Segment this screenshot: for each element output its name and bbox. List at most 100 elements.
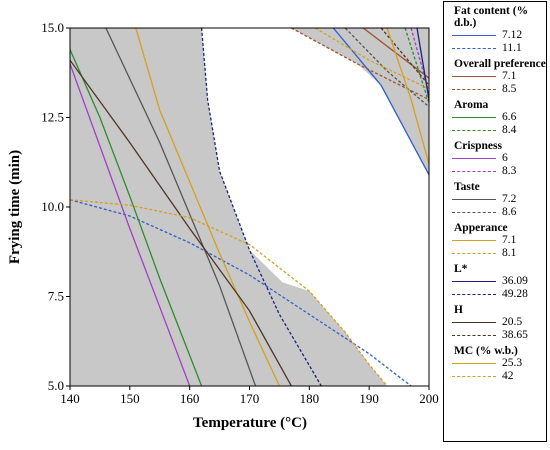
legend-group-title: Crispness — [454, 140, 502, 152]
legend-swatch — [452, 240, 496, 241]
legend-label: 7.2 — [502, 193, 517, 205]
y-tick-label: 7.5 — [48, 289, 64, 304]
legend-group-title: Aroma — [454, 99, 489, 111]
legend-label: 36.09 — [502, 275, 528, 287]
y-tick-label: 5.0 — [48, 378, 64, 393]
legend-group-title: Overall preference — [454, 58, 546, 70]
contour-chart: 140 150 160 170 180 190 2005.07.510.012.515.0 … — [7, 20, 439, 431]
legend-entry-fat-content-d-b-11-1: 11.1 — [452, 42, 546, 55]
y-axis-title: Frying time (min) — [7, 150, 23, 264]
legend-group-aroma: Aroma 6.6 8.4 — [444, 96, 546, 137]
legend-entry-apperance-7-1: 7.1 — [452, 234, 546, 247]
legend-swatch — [452, 335, 496, 336]
series-line-l-36-09 — [416, 28, 429, 100]
legend-swatch — [452, 363, 496, 364]
legend-swatch — [452, 171, 496, 172]
legend-entry-mc-w-b-42: 42 — [452, 370, 546, 383]
legend-label: 8.1 — [502, 247, 517, 259]
legend-group-mc-w-b: MC (% w.b.) 25.3 42 — [444, 342, 546, 383]
legend-entry-l-49-28: 49.28 — [452, 288, 546, 301]
legend-group-title: H — [454, 304, 463, 316]
legend-group-h: H 20.5 38.65 — [444, 301, 546, 342]
series-line-aroma-8-4 — [404, 28, 429, 104]
legend-swatch — [452, 376, 496, 377]
legend-entry-l-36-09: 36.09 — [452, 275, 546, 288]
legend-group-title: Fat content (% d.b.) — [454, 5, 529, 29]
x-tick-label: 190 — [359, 391, 379, 406]
legend-label: 8.5 — [502, 83, 517, 95]
legend-swatch — [452, 199, 496, 200]
legend-entry-apperance-8-1: 8.1 — [452, 247, 546, 260]
legend-swatch — [452, 117, 496, 118]
x-tick-label: 200 — [419, 391, 439, 406]
legend-entry-mc-w-b-25-3: 25.3 — [452, 357, 546, 370]
legend-label: 7.1 — [502, 234, 517, 246]
legend-group-crispness: Crispness 6 8.3 — [444, 137, 546, 178]
legend-swatch — [452, 322, 496, 323]
legend-label: 42 — [502, 370, 514, 382]
legend-label: 6 — [502, 152, 508, 164]
legend-swatch — [452, 48, 496, 49]
legend-entry-h-38-65: 38.65 — [452, 329, 546, 342]
legend-entry-h-20-5: 20.5 — [452, 316, 546, 329]
legend-group-title: Taste — [454, 181, 480, 193]
x-tick-label: 170 — [240, 391, 260, 406]
series-line-taste-8-6 — [344, 28, 429, 108]
y-tick-label: 10.0 — [41, 199, 64, 214]
legend-entry-aroma-8-4: 8.4 — [452, 124, 546, 137]
legend-swatch — [452, 281, 496, 282]
legend-swatch — [452, 158, 496, 159]
legend-label: 25.3 — [502, 357, 523, 369]
legend-group-fat-content-d-b: Fat content (% d.b.) 7.12 11.1 — [444, 2, 546, 55]
series-line-taste-7-2 — [105, 28, 257, 386]
series-line-crispness-6 — [70, 63, 191, 386]
legend-swatch — [452, 130, 496, 131]
legend-swatch — [452, 35, 496, 36]
legend-swatch — [452, 212, 496, 213]
legend-entry-crispness-8-3: 8.3 — [452, 165, 546, 178]
legend-swatch — [452, 89, 496, 90]
legend-label: 7.12 — [502, 29, 523, 41]
series-line-l-49-28 — [200, 28, 322, 386]
legend-swatch — [452, 76, 496, 77]
feasible-region — [201, 28, 429, 386]
series-line-mc-w-b-25-3 — [386, 28, 429, 165]
legend-group-title: L* — [454, 263, 468, 275]
legend-label: 38.65 — [502, 329, 528, 341]
legend-entry-fat-content-d-b-7-12: 7.12 — [452, 29, 546, 42]
legend-entry-aroma-6-6: 6.6 — [452, 111, 546, 124]
x-tick-label: 180 — [300, 391, 320, 406]
legend-entry-taste-7-2: 7.2 — [452, 193, 546, 206]
series-line-aroma-6-6 — [70, 49, 203, 386]
legend-group-title: Apperance — [454, 222, 508, 234]
series-line-fat-content-d-b-7-12 — [332, 28, 429, 176]
legend-label: 8.3 — [502, 165, 517, 177]
legend-label: 49.28 — [502, 288, 528, 300]
legend: Fat content (% d.b.) 7.12 11.1 Overall pref… — [443, 1, 547, 442]
series-line-h-20-5 — [70, 59, 292, 386]
series-line-fat-content-d-b-11-1 — [70, 199, 412, 386]
legend-group-title: MC (% w.b.) — [454, 345, 518, 357]
legend-label: 7.1 — [502, 70, 517, 82]
legend-entry-taste-8-6: 8.6 — [452, 206, 546, 219]
legend-label: 20.5 — [502, 316, 523, 328]
legend-entry-overall-preference-8-5: 8.5 — [452, 83, 546, 96]
y-tick-label: 12.5 — [41, 110, 64, 125]
legend-group-overall-preference: Overall preference 7.1 8.5 — [444, 55, 546, 96]
legend-group-l: L* 36.09 49.28 — [444, 260, 546, 301]
legend-swatch — [452, 253, 496, 254]
legend-label: 11.1 — [502, 42, 522, 54]
legend-group-taste: Taste 7.2 8.6 — [444, 178, 546, 219]
legend-label: 8.6 — [502, 206, 517, 218]
x-tick-label: 160 — [180, 391, 200, 406]
legend-group-apperance: Apperance 7.1 8.1 — [444, 219, 546, 260]
legend-entry-overall-preference-7-1: 7.1 — [452, 70, 546, 83]
series-line-mc-w-b-42 — [70, 199, 388, 386]
legend-swatch — [452, 294, 496, 295]
x-tick-label: 150 — [120, 391, 140, 406]
legend-label: 6.6 — [502, 111, 517, 123]
series-line-apperance-8-1 — [314, 28, 429, 90]
series-line-apperance-7-1 — [135, 28, 280, 386]
x-tick-label: 140 — [60, 391, 80, 406]
x-axis-title: Temperature (°C) — [193, 415, 307, 431]
